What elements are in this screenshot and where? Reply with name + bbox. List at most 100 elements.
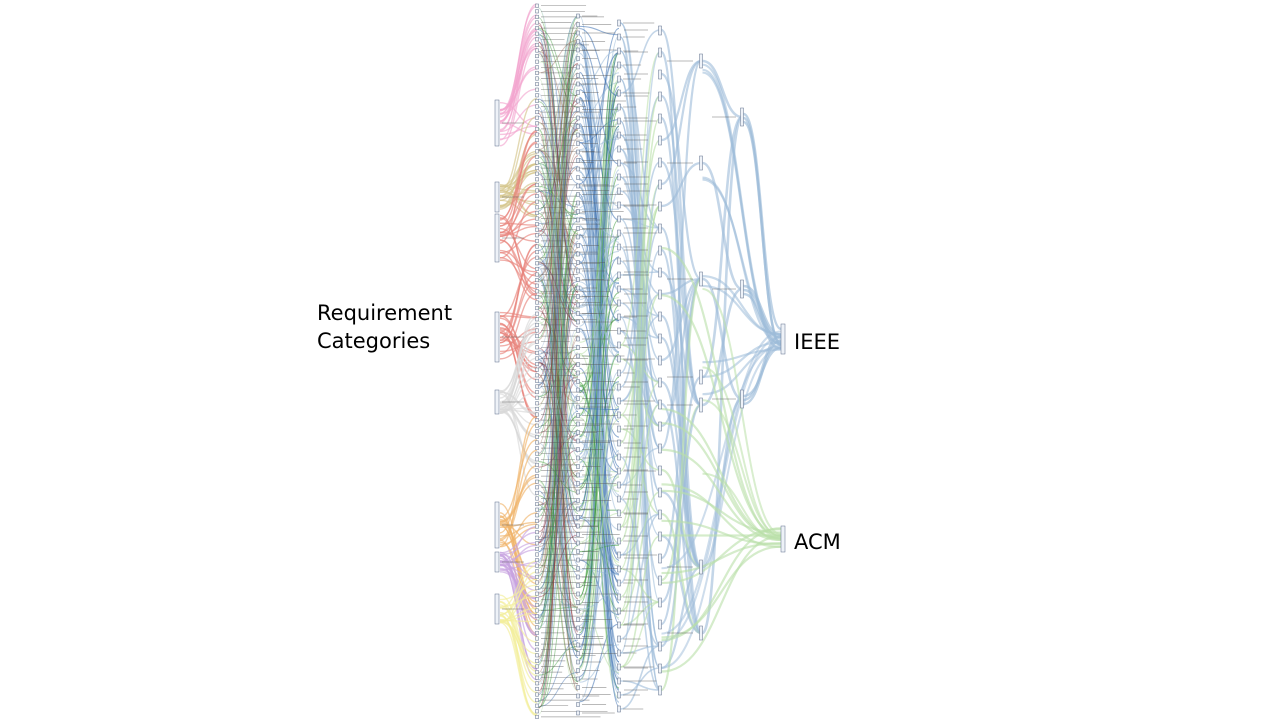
l3-node: [617, 257, 621, 265]
requirement-flow: [538, 394, 579, 696]
l4-node: [658, 575, 662, 586]
l2-flow: [579, 78, 620, 403]
l2-node: [576, 175, 580, 180]
requirement-node: [535, 513, 539, 518]
requirement-node: [535, 597, 539, 602]
requirement-flow: [538, 130, 579, 380]
requirement-flow: [538, 62, 579, 233]
l3-node: [617, 131, 621, 139]
l2-node: [576, 345, 580, 350]
requirement-node: [535, 143, 539, 148]
requirement-node: [535, 98, 539, 103]
l2-node: [576, 710, 580, 716]
l2-flow: [579, 103, 620, 464]
requirement-flow: [538, 26, 579, 587]
requirement-node: [535, 692, 539, 697]
requirement-node: [535, 115, 539, 120]
l3-flow: [620, 513, 661, 556]
l2-flow: [579, 28, 620, 97]
l3-node: [617, 369, 621, 377]
l5-node: [699, 559, 703, 575]
l6-node: [740, 279, 744, 299]
category-flow: [499, 218, 538, 236]
l5-flow: [701, 277, 743, 401]
requirement-flow: [538, 93, 579, 574]
requirement-node: [535, 199, 539, 204]
requirement-node: [535, 233, 539, 238]
requirement-flow: [538, 230, 579, 457]
requirement-flow: [538, 355, 579, 522]
requirement-flow: [538, 189, 579, 313]
l2-node: [576, 676, 580, 682]
requirement-flow: [538, 397, 579, 686]
l2-node: [576, 149, 580, 155]
requirement-flow: [538, 123, 579, 363]
requirement-flow: [538, 124, 579, 152]
requirement-flow: [538, 129, 579, 381]
requirement-flow: [538, 115, 579, 269]
l2-node: [576, 226, 580, 231]
category-node: [494, 311, 500, 363]
requirement-flow: [538, 212, 579, 373]
acm-flow: [702, 287, 782, 535]
requirement-flow: [538, 591, 579, 608]
requirement-node: [535, 563, 539, 568]
requirement-flow: [538, 262, 579, 322]
l2-node: [576, 498, 580, 503]
l3-node: [617, 621, 621, 629]
requirement-node: [535, 48, 539, 53]
requirement-flow: [538, 232, 579, 581]
acm-flow: [661, 545, 782, 639]
requirement-flow: [538, 212, 579, 624]
l2-node: [576, 515, 580, 520]
l2-node: [576, 353, 580, 359]
requirement-label-line1: Requirement: [317, 301, 453, 325]
requirement-flow: [538, 130, 579, 309]
ieee-flow: [702, 341, 782, 379]
requirement-flow: [538, 348, 579, 397]
requirement-node: [535, 490, 539, 495]
category-flow: [499, 615, 538, 694]
l2-node: [576, 608, 580, 614]
l3-flow: [620, 568, 661, 603]
requirement-flow: [538, 35, 579, 630]
requirement-node: [535, 238, 539, 243]
l3-node: [617, 201, 621, 209]
l4-flow: [660, 160, 702, 407]
requirement-node: [535, 362, 539, 367]
requirement-node: [535, 87, 539, 92]
requirement-node: [535, 93, 539, 98]
requirement-flow: [538, 29, 579, 219]
l5-node: [699, 271, 703, 287]
requirement-flow: [538, 385, 579, 525]
requirement-node: [535, 681, 539, 686]
l4-flow: [660, 277, 703, 692]
requirement-flow: [538, 281, 579, 355]
l3-node: [617, 33, 621, 41]
category-flow: [499, 328, 538, 353]
requirement-node: [535, 535, 539, 540]
category-flow: [499, 214, 538, 296]
requirement-node: [535, 423, 539, 428]
category-flow: [499, 408, 538, 465]
acm-flow: [661, 528, 782, 585]
category-flow: [499, 531, 538, 554]
l3-node: [617, 705, 621, 713]
l3-node: [617, 117, 621, 125]
requirement-node: [535, 266, 539, 271]
l4-node: [658, 421, 662, 432]
l4-node: [658, 663, 662, 674]
l4-node: [658, 597, 662, 608]
category-flow: [499, 47, 538, 147]
requirement-flow: [538, 60, 579, 113]
requirement-flow: [538, 258, 579, 400]
l2-node: [576, 260, 580, 265]
requirement-node: [535, 110, 539, 115]
requirement-flow: [538, 7, 579, 357]
l3-node: [617, 145, 621, 153]
ieee-flow: [661, 347, 782, 669]
requirement-flow: [538, 47, 579, 300]
flow-layer: [499, 3, 782, 717]
category-flow: [499, 342, 538, 403]
l3-node: [617, 187, 621, 195]
